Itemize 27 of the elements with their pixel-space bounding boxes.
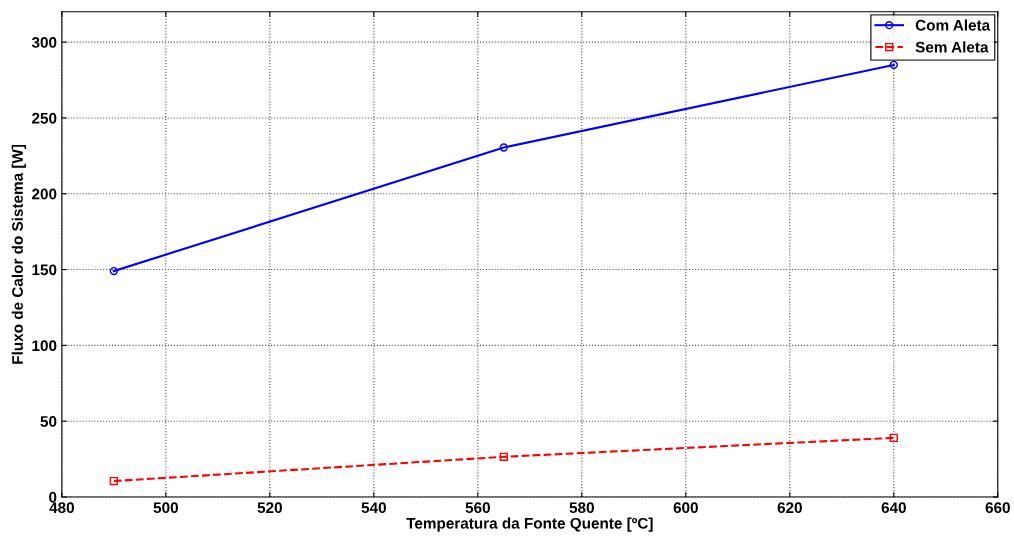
- point: [889, 433, 898, 443]
- y-tick-label: 250: [32, 112, 57, 124]
- y-tick-label: 100: [32, 340, 57, 352]
- point: [499, 143, 508, 152]
- x-tick-label: 540: [361, 502, 386, 514]
- point: [889, 60, 898, 70]
- point: [109, 266, 119, 276]
- legend-label: Sem Aleta: [915, 41, 989, 53]
- y-tick-label: 150: [32, 264, 57, 276]
- point: [109, 476, 119, 486]
- y-tick-label: 300: [31, 37, 57, 48]
- y-tick-label: 0: [49, 491, 57, 503]
- x-tick-label: 640: [881, 502, 906, 514]
- y-tick-label: 200: [32, 188, 57, 200]
- x-tick-label: 480: [49, 502, 74, 514]
- x-tick-label: 580: [569, 502, 594, 514]
- x-tick-label: 620: [777, 502, 802, 514]
- x-tick-label: 600: [673, 502, 698, 514]
- x-tick-label: 500: [153, 502, 178, 514]
- x-tick-label: 660: [985, 502, 1010, 514]
- y-axis-title: Fluxo de Calor do Sistema [W]: [11, 144, 26, 364]
- point: [499, 452, 508, 461]
- x-tick-label: 560: [465, 502, 490, 514]
- legend-label: Com Aleta: [915, 19, 991, 31]
- y-tick-label: 50: [40, 416, 57, 427]
- x-axis-title: Temperatura da Fonte Quente [ºC]: [406, 517, 653, 532]
- x-tick-label: 520: [257, 502, 282, 514]
